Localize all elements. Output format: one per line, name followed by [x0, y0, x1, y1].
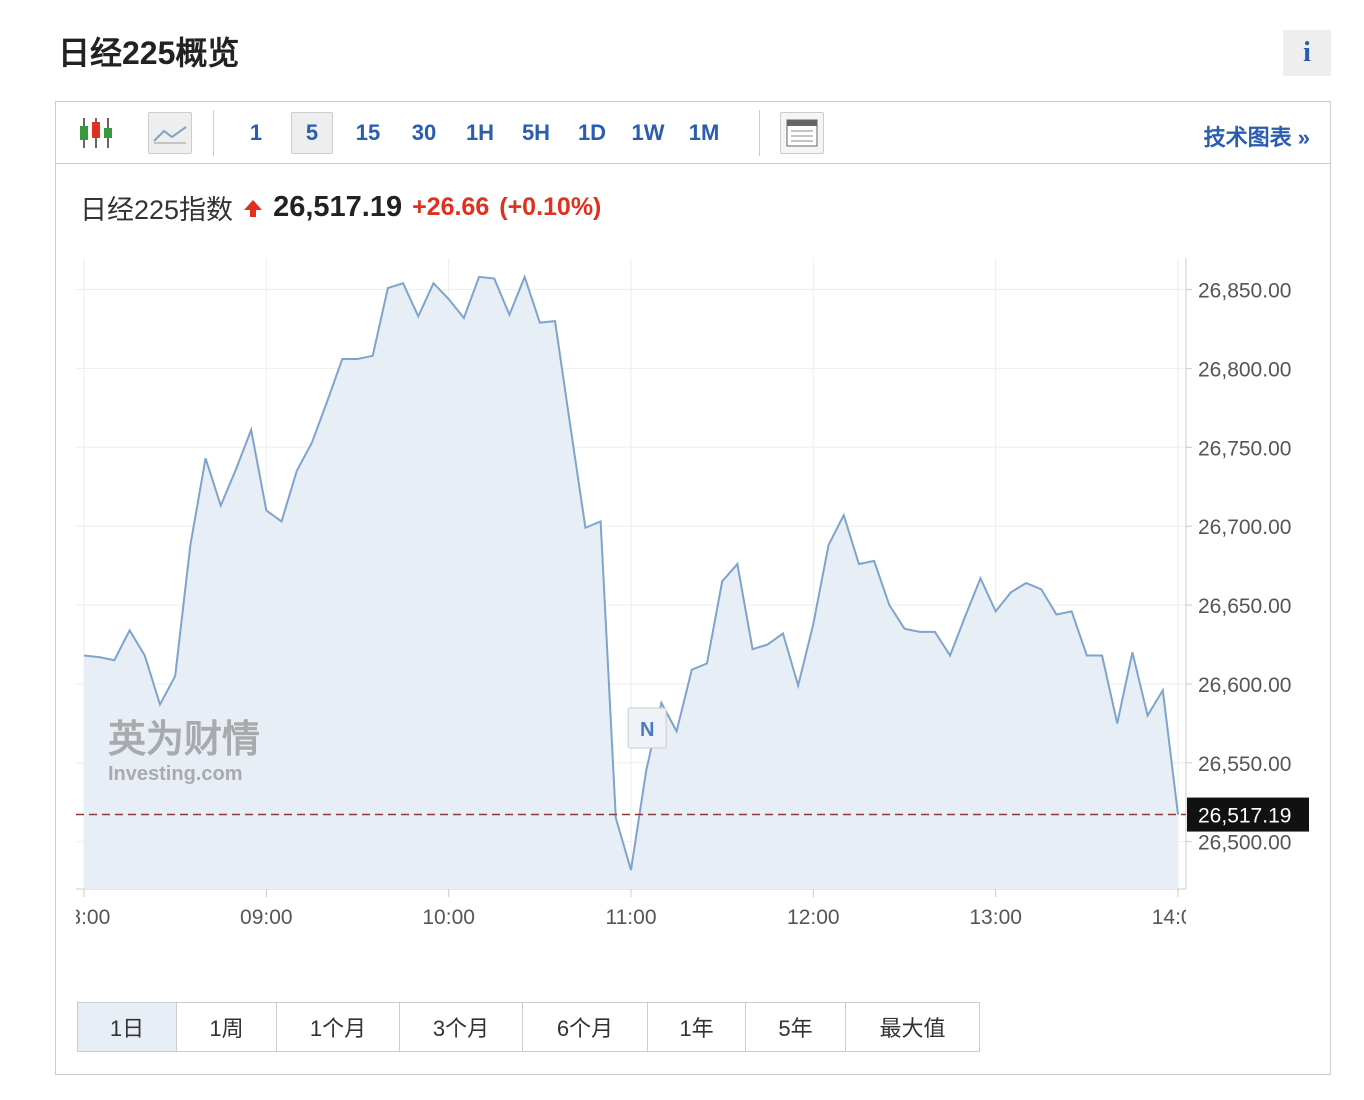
interval-button[interactable]: 1M: [688, 120, 720, 145]
range-button[interactable]: 6个月: [523, 1003, 648, 1051]
chart: 英为财情 Investing.com 26,500.00 26,550.00 26,…: [58, 258, 1309, 929]
range-button[interactable]: 1个月: [277, 1003, 400, 1051]
news-marker: [627, 707, 667, 749]
x-tick-label: 14:00: [1152, 906, 1205, 929]
last-price-label: 26,517.19: [1198, 805, 1291, 828]
quote-line: 日经225指数 26,517.19 +26.66 (+0.10%): [80, 188, 601, 227]
up-arrow: [244, 199, 263, 217]
interval-button[interactable]: 30: [411, 120, 437, 145]
info-button[interactable]: i: [1283, 30, 1331, 76]
change-percent: (+0.10%): [499, 193, 602, 221]
y-tick-label: 26,800.00: [1198, 358, 1291, 381]
watermark-sub: Investing.com: [108, 763, 242, 785]
interval-button[interactable]: 15: [355, 120, 381, 145]
range-button[interactable]: 最大值: [879, 1016, 946, 1041]
watermark-brand: 英为财情: [108, 719, 260, 761]
widget: [55, 101, 1331, 1075]
line-chart-button[interactable]: [148, 112, 192, 154]
candle-icon[interactable]: [78, 116, 114, 150]
y-tick-label: 26,600.00: [1198, 674, 1291, 697]
page-title: 日经225概览: [58, 35, 240, 71]
interval-button[interactable]: 1D: [577, 120, 607, 145]
y-tick-label: 26,750.00: [1198, 437, 1291, 460]
price: 26,517.19: [273, 191, 403, 223]
range-buttons: 1日 1周 1个月 3个月 6个月 1年 5年 最大值: [77, 1002, 980, 1052]
range-button[interactable]: 1年: [648, 1003, 746, 1051]
y-tick-label: 26,700.00: [1198, 516, 1291, 539]
range-button[interactable]: 5年: [746, 1003, 846, 1051]
toolbar: 技术图表 » 1 5 15 30 1H 5H 1D 1W 1M: [56, 102, 1330, 164]
y-tick-label: 26,850.00: [1198, 280, 1291, 303]
interval-button[interactable]: 5H: [521, 120, 551, 145]
interval-button[interactable]: 1W: [631, 120, 665, 145]
range-button[interactable]: 3个月: [400, 1003, 523, 1051]
x-tick-label: 08:00: [58, 906, 111, 929]
price-line: [83, 274, 1179, 871]
x-tick-label: 09:00: [240, 906, 293, 929]
change: +26.66: [412, 193, 490, 221]
x-tick-label: 12:00: [787, 906, 840, 929]
plot: [76, 258, 1192, 897]
interval-button[interactable]: 1H: [465, 120, 495, 145]
news-marker-label: N: [640, 719, 654, 741]
x-tick-label: 10:00: [422, 906, 475, 929]
range-button[interactable]: 1周: [177, 1003, 277, 1051]
table-button[interactable]: [780, 112, 824, 154]
x-axis-labels: 08:00 09:00 10:00 11:00 12:00 13:00 14:00: [58, 906, 1205, 929]
x-tick-label: 13:00: [969, 906, 1022, 929]
index-name: 日经225指数: [80, 195, 234, 225]
area: [84, 276, 1178, 889]
y-tick-label: 26,500.00: [1198, 832, 1291, 855]
x-tick-label: 11:00: [606, 906, 657, 929]
interval-button[interactable]: 5: [291, 112, 333, 154]
interval-button[interactable]: 1: [249, 120, 263, 145]
technical-chart-link[interactable]: 技术图表 »: [1203, 125, 1310, 150]
range-button[interactable]: 1日: [78, 1003, 177, 1051]
y-tick-label: 26,650.00: [1198, 595, 1291, 618]
y-tick-label: 26,550.00: [1198, 753, 1291, 776]
last-price-box: [1187, 797, 1309, 832]
